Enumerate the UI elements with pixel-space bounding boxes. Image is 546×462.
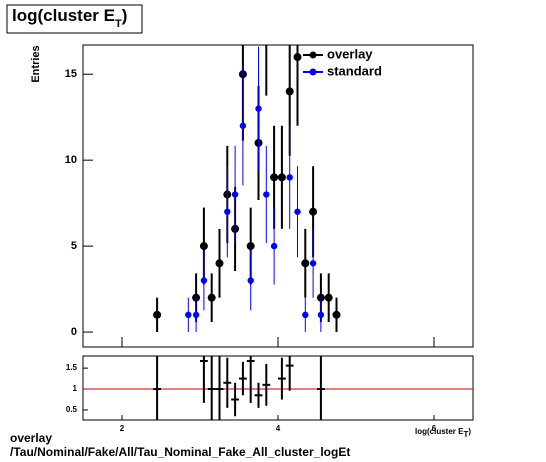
- data-point: [285, 87, 294, 96]
- data-point: [192, 311, 200, 319]
- data-point: [185, 311, 192, 319]
- x-axis-label: log(cluster ET): [415, 427, 471, 439]
- data-point: [199, 242, 208, 251]
- data-point: [277, 173, 286, 182]
- data-point: [293, 53, 302, 62]
- chart-title: log(cluster ET): [12, 6, 127, 29]
- data-point: [200, 277, 208, 284]
- y-tick-label: 1.5: [66, 363, 78, 372]
- x-tick-label: 6: [432, 424, 437, 433]
- y-tick-label: 10: [65, 154, 77, 166]
- plot-area: [83, 356, 473, 420]
- data-point: [239, 122, 247, 129]
- y-tick-label: 5: [71, 240, 77, 252]
- plot-area: [153, 19, 341, 333]
- y-tick-label: 0.5: [66, 405, 78, 414]
- legend-marker: [309, 51, 317, 59]
- data-point: [309, 260, 317, 267]
- data-point: [324, 293, 333, 302]
- ratio-frame: [82, 355, 474, 421]
- y-tick-label: 15: [65, 68, 77, 80]
- title-box: [6, 4, 143, 34]
- footer-line: /Tau/Nominal/Fake/All/Tau_Nominal_Fake_A…: [10, 445, 350, 459]
- data-point: [286, 174, 293, 181]
- legend-label: overlay: [327, 46, 373, 61]
- data-point: [263, 191, 270, 198]
- legend-label: standard: [327, 63, 382, 78]
- y-tick-label: 1: [73, 384, 78, 393]
- footer-line: overlay: [10, 431, 52, 445]
- data-point: [215, 259, 224, 268]
- data-point: [255, 105, 262, 112]
- data-point: [302, 311, 309, 319]
- data-point: [207, 293, 216, 302]
- data-point: [294, 208, 301, 215]
- data-point: [332, 310, 341, 319]
- data-point: [224, 208, 231, 215]
- data-point: [270, 242, 278, 250]
- plot-frame: [82, 44, 474, 348]
- data-point: [231, 191, 239, 198]
- legend-marker: [309, 68, 317, 76]
- y-tick-label: 0: [71, 326, 77, 338]
- data-point: [270, 173, 279, 182]
- y-axis-label: Entries: [30, 45, 42, 82]
- x-tick-label: 4: [276, 424, 281, 433]
- data-point: [153, 310, 162, 319]
- data-point: [247, 277, 254, 284]
- data-point: [317, 311, 325, 319]
- data-point: [309, 207, 318, 216]
- data-point: [301, 259, 310, 268]
- x-tick-label: 2: [120, 424, 125, 433]
- data-point: [246, 242, 255, 251]
- data-point: [262, 19, 270, 27]
